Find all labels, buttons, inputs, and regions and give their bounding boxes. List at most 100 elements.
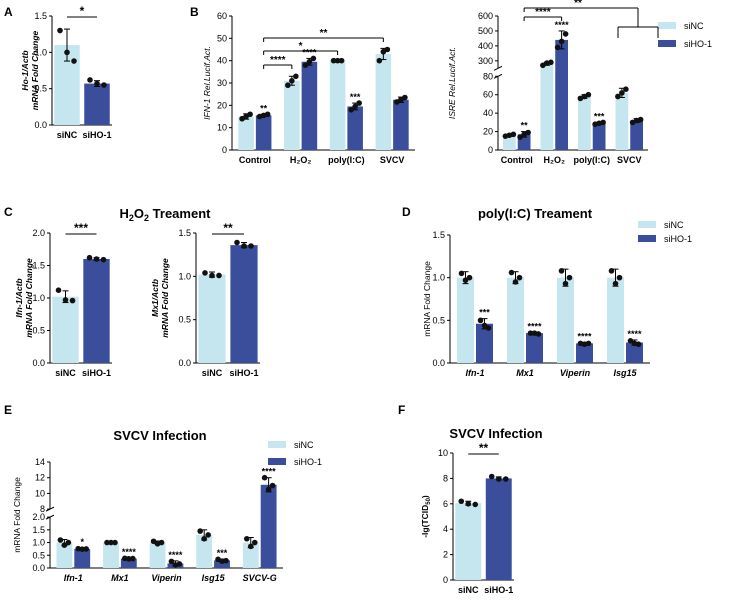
data-point bbox=[627, 338, 634, 344]
y-tick-label: 0.0 bbox=[34, 120, 47, 130]
y-axis-label-close: ) bbox=[420, 495, 430, 498]
bar bbox=[630, 120, 643, 150]
data-point bbox=[55, 287, 62, 294]
y-axis-label-subscript: 50 bbox=[426, 497, 432, 504]
bar bbox=[329, 60, 346, 150]
bar-significance: **** bbox=[122, 547, 137, 557]
data-point bbox=[168, 558, 175, 565]
bar bbox=[74, 548, 91, 568]
x-tick-label: Viperin bbox=[560, 368, 591, 378]
bar bbox=[83, 259, 110, 363]
x-tick-label: siNC bbox=[57, 130, 78, 140]
bar bbox=[576, 343, 593, 363]
data-point bbox=[495, 476, 502, 482]
data-point bbox=[585, 340, 592, 347]
data-point bbox=[635, 341, 642, 348]
panel-letter-c: C bbox=[4, 205, 13, 219]
data-point bbox=[243, 535, 250, 542]
data-point bbox=[352, 103, 358, 110]
bar bbox=[455, 503, 482, 580]
x-tick-label: siHO-1 bbox=[484, 585, 513, 595]
x-tick-label: siHO-1 bbox=[82, 130, 111, 140]
data-point bbox=[306, 58, 313, 65]
legend-swatch-sinc bbox=[658, 22, 676, 29]
data-point bbox=[87, 77, 93, 83]
bar bbox=[238, 116, 254, 150]
y-axis-label-line: Mx1/Actb bbox=[150, 279, 160, 317]
data-point bbox=[234, 239, 240, 246]
y-tick-label: 0 bbox=[488, 145, 493, 155]
y-tick-label: 6 bbox=[443, 499, 448, 509]
bar bbox=[284, 80, 300, 150]
data-point bbox=[535, 331, 542, 337]
panel-letter-d: D bbox=[402, 205, 411, 219]
y-axis-label: Ifn-1/ActbmRNA Fold Change bbox=[14, 258, 34, 338]
bar bbox=[52, 296, 79, 363]
data-point bbox=[376, 57, 383, 64]
data-point bbox=[566, 274, 573, 281]
bar bbox=[103, 542, 119, 568]
x-tick-label: siNC bbox=[458, 585, 479, 595]
y-tick-label: 0.0 bbox=[432, 358, 445, 368]
y-axis-label-line: mRNA Fold Change bbox=[160, 258, 170, 338]
y-axis-label-line: Ho-1/Actb bbox=[20, 50, 30, 90]
data-point bbox=[265, 486, 272, 493]
x-tick-label: Ifn-1 bbox=[466, 368, 485, 378]
svg-text:C: C bbox=[4, 205, 13, 219]
data-point bbox=[104, 539, 110, 546]
bar bbox=[260, 484, 277, 568]
chart-panel-c: 0.0 0.5 1.0 1.5 2.0 siNC siHO-1 *** Ifn-1/ActbmR… bbox=[14, 221, 112, 378]
bracket-label: **** bbox=[270, 55, 286, 66]
x-tick-label: poly(I:C) bbox=[328, 155, 365, 165]
y-tick-label: 500 bbox=[478, 26, 493, 36]
data-point bbox=[130, 555, 136, 562]
data-point bbox=[477, 317, 484, 324]
bar bbox=[626, 342, 643, 363]
panel-letter-f: F bbox=[398, 403, 405, 417]
y-axis-label: Ho-1/ActbmRNA Fold Change bbox=[20, 30, 40, 110]
chart-panel-b: 0102030405060**Control****H₂O₂***poly(I:… bbox=[202, 11, 415, 165]
data-point bbox=[608, 268, 615, 274]
y-tick-label: 2.0 bbox=[32, 228, 45, 238]
data-point bbox=[558, 268, 565, 274]
data-point bbox=[356, 100, 362, 106]
panel-letter-b: B bbox=[190, 5, 199, 19]
legend-d: siNC siHO-1 bbox=[638, 220, 692, 244]
y-tick-label: 0.0 bbox=[32, 358, 45, 368]
x-tick-label: Mx1 bbox=[516, 368, 534, 378]
chart-panel-e: 0.0 0.5 1.0 1.5 2.08 10 12 14 * Ifn-1 **** Mx1 **** V… bbox=[12, 457, 283, 583]
data-point bbox=[612, 280, 619, 287]
bracket-label: ** bbox=[320, 28, 328, 39]
y-tick-label: 0.0 bbox=[32, 563, 45, 573]
data-point bbox=[150, 538, 157, 545]
y-tick-label: 1.5 bbox=[32, 525, 45, 535]
data-point bbox=[558, 38, 565, 45]
data-point bbox=[548, 59, 554, 66]
data-point bbox=[248, 243, 254, 249]
y-tick-label: 40 bbox=[483, 108, 493, 118]
panel-c-title: H2O2 Treament bbox=[120, 206, 212, 223]
x-tick-label: Viperin bbox=[151, 573, 182, 583]
data-point bbox=[241, 243, 247, 249]
y-tick-label: 0.5 bbox=[34, 84, 47, 94]
data-point bbox=[69, 297, 76, 304]
chart-panel-c2: 0.0 0.5 1.0 1.5 siNC siHO-1 ** Mx1/ActbmRNA Fol… bbox=[150, 221, 260, 378]
data-point bbox=[202, 270, 208, 276]
bar bbox=[242, 542, 259, 568]
data-point bbox=[508, 269, 515, 276]
legend-label-siho1: siHO-1 bbox=[294, 457, 322, 467]
x-tick-label: Ifn-1 bbox=[64, 573, 83, 583]
data-point bbox=[264, 111, 271, 118]
y-tick-label: 1.5 bbox=[34, 11, 47, 21]
bar bbox=[198, 274, 226, 363]
data-point bbox=[554, 44, 561, 51]
bar-significance: *** bbox=[594, 111, 605, 121]
data-point bbox=[472, 501, 479, 508]
y-tick-label: 2 bbox=[443, 550, 448, 560]
bar bbox=[120, 558, 137, 568]
bar bbox=[615, 92, 629, 150]
y-axis-label: IFN-1 Rel.Lucif.Act. bbox=[202, 46, 212, 120]
legend-label-siho1: siHO-1 bbox=[684, 39, 712, 49]
y-axis-label: -lg(TCID50) bbox=[420, 495, 432, 538]
